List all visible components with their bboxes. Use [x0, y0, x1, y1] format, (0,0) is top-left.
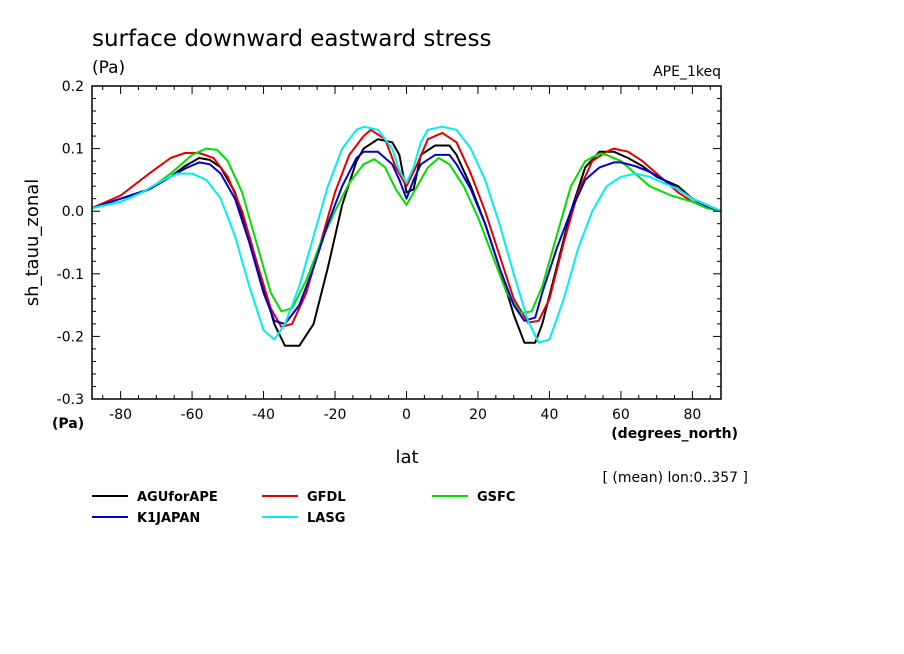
plot-frame: [91, 85, 722, 400]
chart-title: surface downward eastward stress: [92, 26, 491, 52]
x-units-label: (degrees_north): [611, 426, 738, 442]
x-tick-label: 20: [469, 407, 487, 423]
x-tick-label: -60: [181, 407, 204, 423]
series-line-aguforape: [91, 138, 722, 347]
x-axis-label: lat: [395, 447, 418, 468]
legend-item-lasg: LASG: [262, 511, 345, 526]
x-tick-label: 0: [402, 407, 411, 423]
legend-item-gsfc: GSFC: [432, 490, 515, 505]
legend-item-k1japan: K1JAPAN: [92, 511, 200, 526]
experiment-label: APE_1keq: [653, 64, 721, 80]
x-tick-label: -40: [252, 407, 275, 423]
y-tick-label: 0.1: [62, 142, 84, 158]
y-units-label: (Pa): [52, 416, 84, 432]
series-line-lasg: [91, 125, 722, 344]
y-tick-label: 0.2: [62, 79, 84, 95]
title-units: (Pa): [92, 58, 125, 78]
plot-area: [91, 125, 722, 347]
average-note: [ (mean) lon:0..357 ]: [603, 470, 748, 486]
x-tick-label: -20: [324, 407, 347, 423]
x-tick-label: -80: [109, 407, 132, 423]
legend-label: GSFC: [477, 490, 515, 505]
legend: AGUforAPE GFDL GSFC K1JAPAN LASG: [92, 490, 515, 526]
series-line-k1japan: [91, 150, 722, 325]
legend-label: LASG: [307, 511, 345, 526]
y-tick-label: 0.0: [62, 204, 84, 220]
y-tick-label: -0.3: [57, 392, 84, 408]
y-axis-label: sh_tauu_zonal: [22, 179, 43, 307]
y-tick-label: -0.2: [57, 329, 84, 345]
x-tick-label: 80: [683, 407, 701, 423]
legend-label: GFDL: [307, 490, 346, 505]
series-line-gsfc: [91, 147, 722, 315]
legend-label: K1JAPAN: [137, 511, 200, 526]
legend-label: AGUforAPE: [137, 490, 218, 505]
y-tick-label: -0.1: [57, 267, 84, 283]
legend-item-gfdl: GFDL: [262, 490, 346, 505]
x-tick-label: 40: [541, 407, 559, 423]
x-tick-label: 60: [612, 407, 630, 423]
axes: -80 -60 -40 -20 0 20 40 60 80 -0.3 -0.2 -0.1 0.0 0.1 0…: [57, 79, 722, 423]
legend-item-aguforape: AGUforAPE: [92, 490, 218, 505]
series-line-gfdl: [91, 128, 722, 328]
